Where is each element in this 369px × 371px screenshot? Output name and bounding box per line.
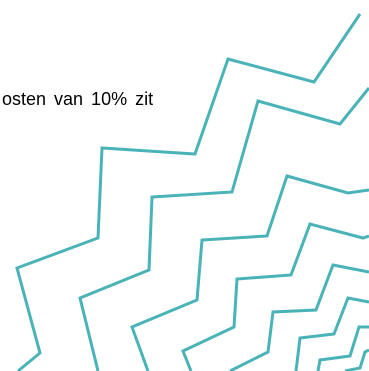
zigzag-line-3 [130,174,369,371]
zigzag-line-5 [229,263,369,371]
zigzag-line-4 [181,222,369,371]
zigzag-line-2 [78,87,369,371]
zigzag-line-6 [294,296,369,371]
zigzag-line-7 [316,325,369,371]
body-text-fragment: osten van 10% zit [2,89,154,109]
zigzag-line-8 [344,348,369,371]
zigzag-line-1 [15,13,362,371]
